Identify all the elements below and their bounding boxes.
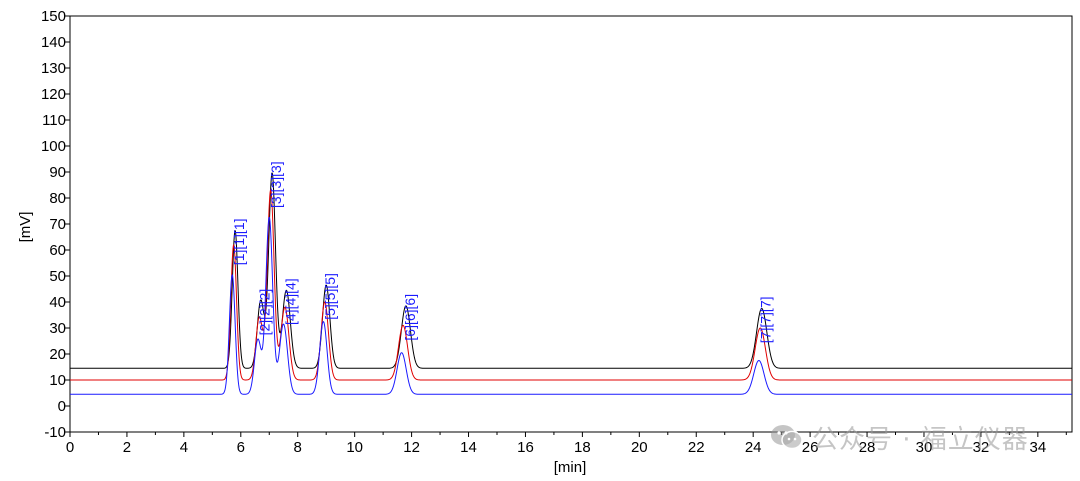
peak-label-1: [1][1][1]	[231, 218, 247, 265]
y-tick-label: 100	[41, 138, 66, 155]
peak-label-7: [7][7][7]	[758, 296, 774, 343]
y-tick-label: 20	[49, 346, 66, 363]
y-tick-label: 0	[58, 398, 66, 415]
series-line-2	[69, 189, 1073, 381]
y-tick-label: -10	[44, 424, 66, 441]
x-tick-label: 14	[460, 439, 477, 456]
peak-label-4: [4][4][4]	[282, 278, 298, 325]
x-tick-label: 2	[123, 439, 131, 456]
x-tick-label: 24	[745, 439, 762, 456]
y-tick-label: 70	[49, 216, 66, 233]
watermark-text: 公众号 · 福立仪器	[812, 424, 1029, 455]
y-tick-label: 150	[41, 8, 66, 25]
x-tick-label: 12	[403, 439, 420, 456]
y-tick-label: 140	[41, 34, 66, 51]
peak-label-2: [2][2][2]	[257, 289, 273, 336]
peak-label-6: [6][6][6]	[402, 294, 418, 341]
y-tick-label: 80	[49, 190, 66, 207]
watermark: 公众号 · 福立仪器	[770, 418, 1029, 456]
y-tick-label: 90	[49, 164, 66, 181]
y-tick-label: 60	[49, 242, 66, 259]
x-tick-label: 16	[517, 439, 534, 456]
x-tick-label: 28	[859, 439, 876, 456]
series-line-1	[69, 172, 1073, 369]
x-tick-label: 20	[631, 439, 648, 456]
peak-label-5: [5][5][5]	[322, 273, 338, 320]
peak-label-3: [3][3][3]	[268, 161, 284, 208]
x-tick-label: 18	[574, 439, 591, 456]
y-tick-label: 30	[49, 320, 66, 337]
y-tick-label: 120	[41, 86, 66, 103]
x-tick-label: 26	[802, 439, 819, 456]
y-tick-label: 110	[42, 112, 66, 129]
x-tick-label: 30	[916, 439, 933, 456]
x-tick-label: 0	[66, 439, 74, 456]
series-line-3	[69, 216, 1073, 395]
x-tick-label: 8	[294, 439, 302, 456]
x-axis-title: [min]	[554, 459, 587, 476]
plot-frame	[69, 15, 1073, 433]
y-tick-label: 10	[49, 372, 66, 389]
y-tick-label: 50	[49, 268, 66, 285]
y-axis-title: [mV]	[17, 212, 34, 243]
y-tick-label: 130	[41, 60, 66, 77]
x-tick-label: 6	[237, 439, 245, 456]
wechat-icon	[771, 425, 803, 450]
x-tick-label: 4	[180, 439, 188, 456]
x-tick-label: 10	[346, 439, 363, 456]
x-tick-label: 32	[973, 439, 990, 456]
x-tick-label: 22	[688, 439, 705, 456]
x-tick-label: 34	[1029, 439, 1046, 456]
y-tick-label: 40	[49, 294, 66, 311]
